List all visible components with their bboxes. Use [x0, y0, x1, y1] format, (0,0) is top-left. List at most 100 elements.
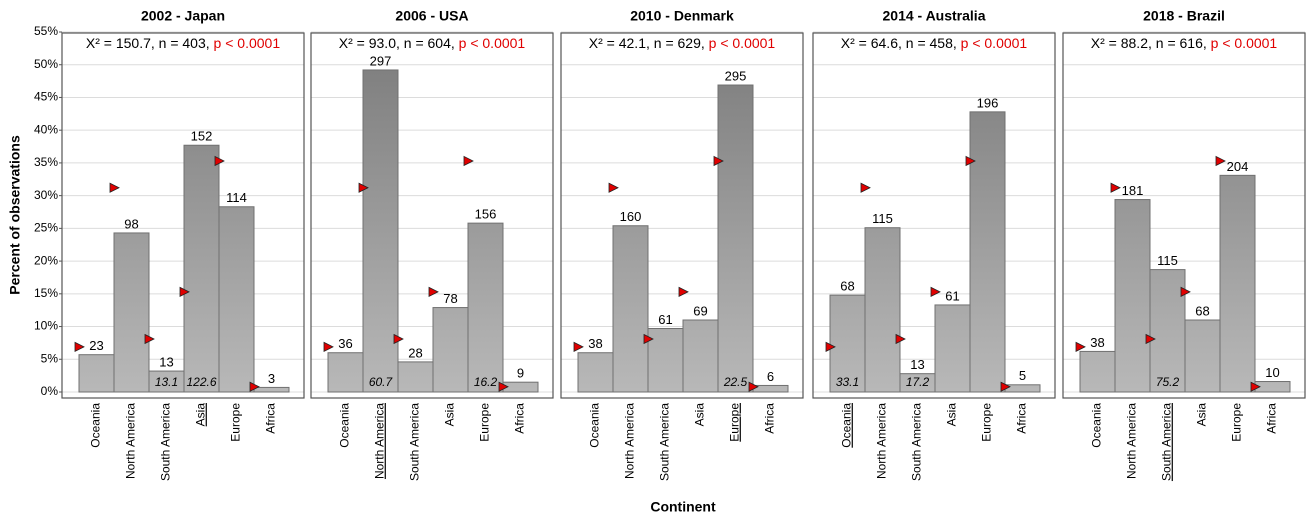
- count-label: 9: [517, 366, 524, 381]
- expected-marker: [573, 341, 584, 352]
- expected-marker: [74, 341, 85, 352]
- bar: [1149, 269, 1186, 393]
- x-tick-label: Oceania: [89, 403, 103, 448]
- y-tick-label: 45%: [34, 90, 58, 104]
- expected-marker: [965, 155, 976, 167]
- expected-marker: [463, 155, 474, 167]
- expected-marker: [323, 341, 334, 352]
- bar: [78, 354, 115, 393]
- expected-marker: [608, 182, 619, 193]
- bar: [1219, 174, 1256, 393]
- p-value: p < 0.0001: [214, 35, 281, 51]
- expected-marker: [1145, 333, 1156, 345]
- expected-marker: [930, 286, 941, 298]
- p-value: p < 0.0001: [709, 35, 776, 51]
- count-label: 152: [191, 129, 213, 144]
- stat-text: X² = 93.0, n = 604,: [339, 35, 459, 51]
- bar: [752, 384, 789, 393]
- y-tick-label: 30%: [34, 188, 58, 202]
- x-tick-label: Europe: [229, 403, 243, 442]
- contribution-label: 75.2: [1156, 375, 1180, 389]
- x-tick-label: Asia: [693, 403, 707, 427]
- x-tick-label: Europe: [728, 403, 742, 442]
- stat-annotation: X² = 150.7, n = 403, p < 0.0001: [86, 35, 280, 51]
- count-label: 78: [443, 291, 457, 306]
- count-label: 68: [840, 279, 854, 294]
- count-label: 6: [767, 369, 774, 384]
- y-tick-label: 25%: [34, 221, 58, 235]
- expected-marker: [643, 333, 654, 345]
- p-value: p < 0.0001: [459, 35, 526, 51]
- panel-frame: [812, 32, 1056, 399]
- x-tick-label: South America: [658, 403, 672, 481]
- contribution-label: 122.6: [186, 375, 216, 389]
- expected-marker: [179, 286, 190, 298]
- bar: [467, 222, 504, 393]
- panel-title: 2006 - USA: [395, 8, 468, 24]
- bar: [397, 361, 434, 393]
- x-tick-label: Oceania: [338, 403, 352, 448]
- count-label: 196: [977, 95, 999, 110]
- y-tick-label: 10%: [34, 319, 58, 333]
- expected-marker: [498, 381, 509, 392]
- stat-annotation: X² = 64.6, n = 458, p < 0.0001: [841, 35, 1028, 51]
- count-label: 204: [1227, 159, 1249, 174]
- expected-marker: [1215, 155, 1226, 167]
- panel-title: 2018 - Brazil: [1143, 8, 1225, 24]
- count-label: 38: [588, 336, 602, 351]
- count-label: 114: [226, 190, 247, 205]
- y-axis-title: Percent of observations: [7, 135, 23, 295]
- bar: [432, 307, 469, 393]
- x-tick-label: Asia: [194, 403, 208, 427]
- x-axis-title: Continent: [650, 499, 716, 515]
- count-label: 38: [1090, 335, 1104, 350]
- x-tick-label: South America: [408, 403, 422, 481]
- y-tick-label: 5%: [41, 351, 59, 365]
- y-tick-label: 40%: [34, 122, 58, 136]
- x-tick-label: Europe: [478, 403, 492, 442]
- expected-marker: [678, 286, 689, 298]
- count-label: 28: [408, 345, 422, 360]
- count-label: 297: [370, 53, 392, 68]
- x-tick-label: Africa: [763, 403, 777, 434]
- y-tick-label: 55%: [34, 24, 58, 38]
- panel-frame: [61, 32, 305, 399]
- x-tick-label: Europe: [980, 403, 994, 442]
- count-label: 61: [945, 288, 959, 303]
- x-tick-label: Asia: [1195, 403, 1209, 427]
- stat-annotation: X² = 42.1, n = 629, p < 0.0001: [589, 35, 776, 51]
- panel-frame: [310, 32, 554, 399]
- count-label: 68: [1195, 303, 1209, 318]
- bar: [1004, 384, 1041, 393]
- expected-marker: [249, 381, 260, 392]
- x-tick-label: North America: [373, 403, 387, 479]
- panel-title: 2002 - Japan: [141, 8, 225, 24]
- bar: [183, 144, 220, 393]
- expected-marker: [1000, 381, 1011, 392]
- bar: [829, 294, 866, 393]
- stat-text: X² = 64.6, n = 458,: [841, 35, 961, 51]
- y-tick-label: 15%: [34, 286, 58, 300]
- panel-frame: [1062, 32, 1306, 399]
- stat-text: X² = 150.7, n = 403,: [86, 35, 214, 51]
- x-tick-label: Oceania: [588, 403, 602, 448]
- x-tick-label: South America: [1160, 403, 1174, 481]
- x-tick-label: Africa: [1265, 403, 1279, 434]
- expected-marker: [393, 333, 404, 345]
- count-label: 13: [910, 357, 924, 372]
- expected-marker: [825, 341, 836, 352]
- count-label: 69: [693, 303, 707, 318]
- x-tick-label: Oceania: [840, 403, 854, 448]
- x-tick-label: South America: [910, 403, 924, 481]
- count-label: 160: [620, 209, 642, 224]
- expected-marker: [109, 182, 120, 193]
- expected-marker: [1180, 286, 1191, 298]
- count-label: 98: [124, 216, 138, 231]
- count-label: 10: [1265, 365, 1279, 380]
- x-tick-label: North America: [124, 403, 138, 479]
- expected-marker: [1250, 381, 1261, 392]
- contribution-label: 22.5: [723, 375, 748, 389]
- x-tick-label: Africa: [264, 403, 278, 434]
- contribution-label: 13.1: [155, 375, 178, 389]
- x-tick-label: North America: [875, 403, 889, 479]
